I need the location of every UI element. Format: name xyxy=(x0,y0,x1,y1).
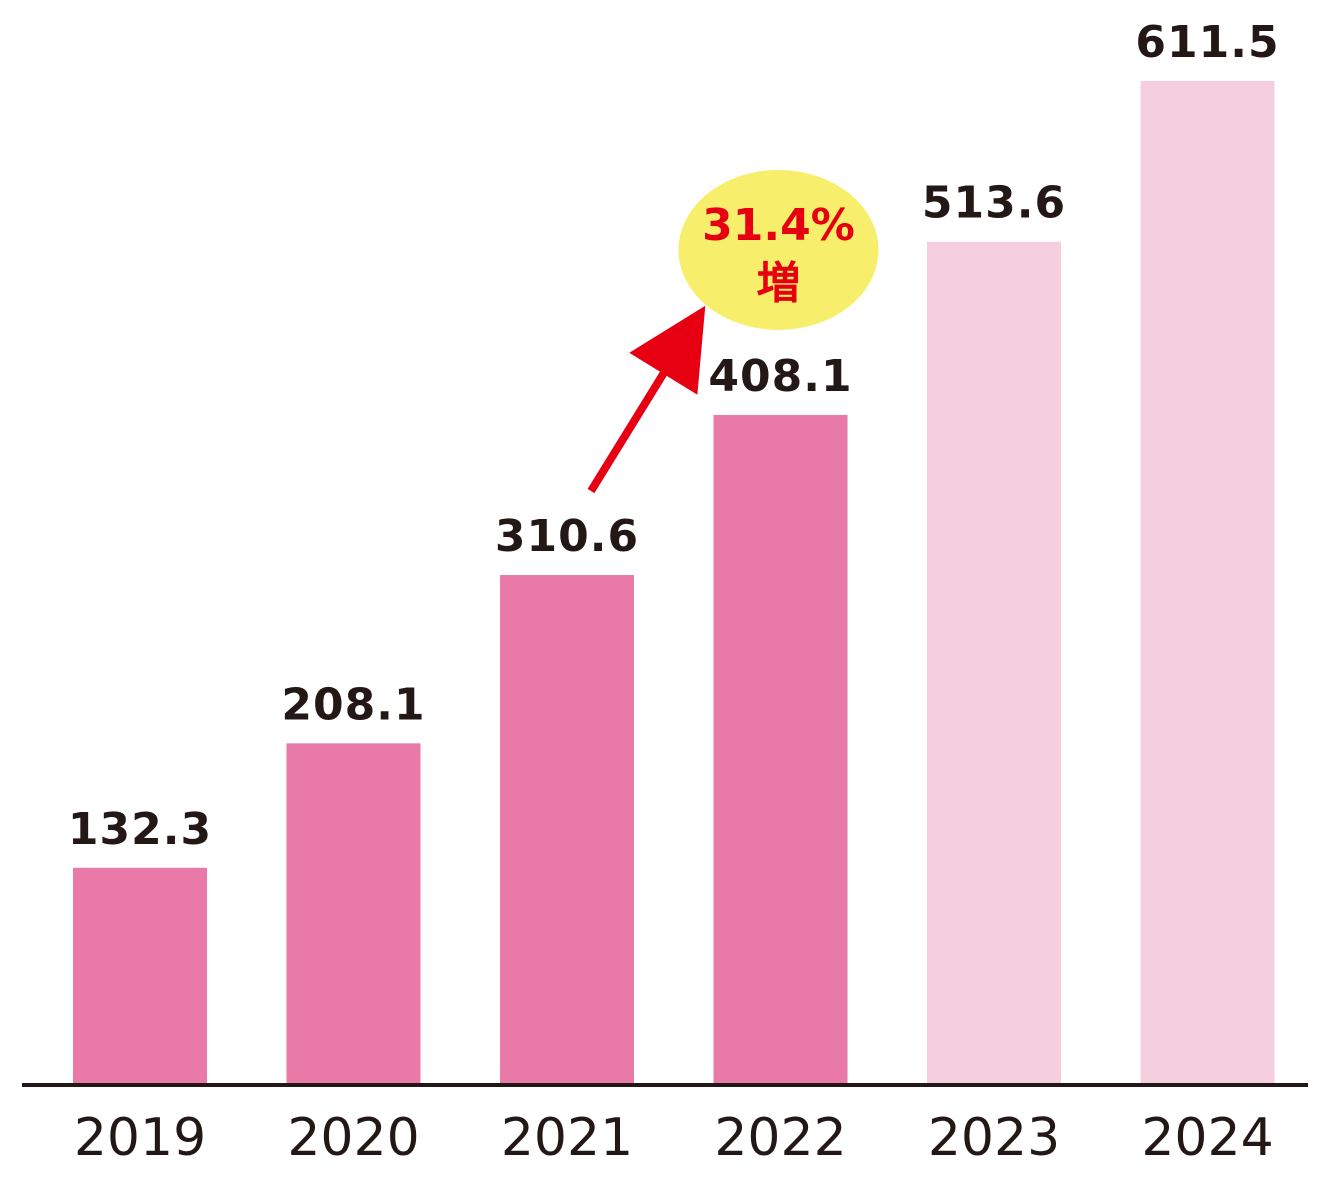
bar-2024 xyxy=(1140,81,1275,1083)
value-label-2020: 208.1 xyxy=(281,679,425,730)
x-tick-label-2020: 2020 xyxy=(287,1108,419,1168)
x-tick-label-2022: 2022 xyxy=(714,1108,846,1168)
bar-2020 xyxy=(286,743,421,1083)
value-label-2019: 132.3 xyxy=(68,804,212,855)
x-tick-labels-layer: 2019 2020 2021 2022 2023 2024 xyxy=(74,1108,1274,1168)
bar-2019 xyxy=(73,867,207,1083)
x-tick-label-2021: 2021 xyxy=(501,1108,633,1168)
callout-increase-text: 増 xyxy=(757,258,801,309)
value-label-2021: 310.6 xyxy=(495,511,639,562)
x-tick-label-2024: 2024 xyxy=(1141,1108,1273,1168)
bar-2022 xyxy=(713,414,848,1083)
callout-bubble xyxy=(678,169,879,330)
value-labels-layer: 132.3 208.1 310.6 408.1 513.6 611.5 xyxy=(68,17,1279,855)
growth-arrow xyxy=(587,305,706,494)
growth-annotation: 31.4% 増 xyxy=(587,169,879,494)
callout-percent-text: 31.4% xyxy=(702,200,855,251)
value-label-2024: 611.5 xyxy=(1135,17,1279,68)
bar-2023 xyxy=(927,241,1061,1083)
value-label-2023: 513.6 xyxy=(922,178,1066,229)
x-tick-label-2019: 2019 xyxy=(74,1108,206,1168)
x-tick-label-2023: 2023 xyxy=(928,1108,1060,1168)
bar-2021 xyxy=(500,575,634,1083)
bars-layer xyxy=(73,81,1275,1083)
value-label-2022: 408.1 xyxy=(708,351,852,402)
